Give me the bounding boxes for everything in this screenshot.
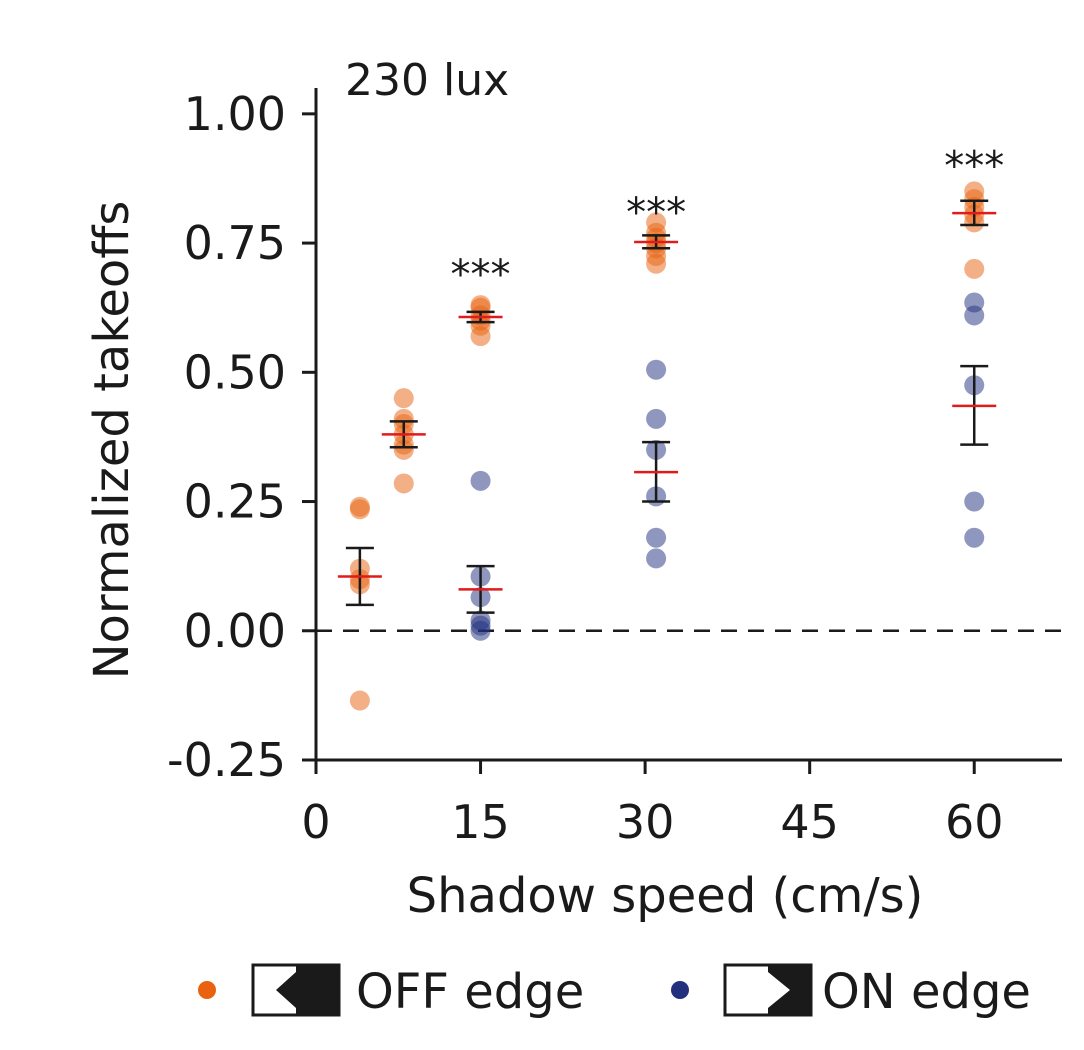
y-tick-label: 0.00	[184, 604, 286, 658]
y-tick-label: -0.25	[167, 733, 286, 787]
y-tick-label: 0.25	[184, 475, 286, 529]
y-tick-label: 1.00	[184, 87, 286, 141]
chart-annotation: 230 lux	[345, 55, 509, 106]
x-axis-title: Shadow speed (cm/s)	[407, 868, 924, 924]
data-point-on-edge	[470, 470, 491, 491]
off-edge-arrow-icon	[251, 963, 341, 1017]
legend-item-on-edge: ON edge	[671, 963, 1031, 1020]
data-point-off-edge	[646, 253, 667, 274]
data-point-off-edge	[964, 258, 985, 279]
on-edge-arrow-icon	[723, 963, 813, 1017]
x-tick-label: 45	[780, 795, 839, 849]
data-point-off-edge	[349, 499, 370, 520]
y-axis-title: Normalized takeoffs	[84, 201, 140, 680]
x-tick-label: 30	[616, 795, 675, 849]
data-point-on-edge	[646, 408, 667, 429]
x-tick-label: 15	[451, 795, 510, 849]
data-point-off-edge	[393, 388, 414, 409]
y-tick-label: 0.75	[184, 216, 286, 270]
data-point-off-edge	[470, 326, 491, 347]
data-point-on-edge	[646, 527, 667, 548]
y-tick-label: 0.50	[184, 345, 286, 399]
legend-label-off-edge: OFF edge	[356, 964, 584, 1020]
legend-marker-on-edge	[671, 981, 689, 999]
legend: OFF edge ON edge	[198, 963, 1031, 1020]
significance-marker: ***	[451, 252, 511, 298]
data-point-on-edge	[470, 620, 491, 641]
x-tick-label: 60	[945, 795, 1004, 849]
plot-area: -0.25 0.00 0.25 0.50 0.75 1.00 0 15 30 45 60 *** ***…	[167, 87, 1062, 849]
data-point-on-edge	[964, 305, 985, 326]
legend-item-off-edge: OFF edge	[198, 963, 584, 1020]
legend-marker-off-edge	[198, 981, 216, 999]
significance-marker: ***	[626, 190, 686, 236]
data-point-off-edge	[349, 690, 370, 711]
data-point-on-edge	[964, 491, 985, 512]
data-point-off-edge	[393, 473, 414, 494]
legend-label-on-edge: ON edge	[822, 964, 1031, 1020]
data-point-on-edge	[964, 527, 985, 548]
significance-marker: ***	[944, 144, 1004, 190]
data-point-on-edge	[646, 548, 667, 569]
data-point-on-edge	[646, 359, 667, 380]
x-tick-label: 0	[301, 795, 330, 849]
data-point-off-edge	[393, 439, 414, 460]
